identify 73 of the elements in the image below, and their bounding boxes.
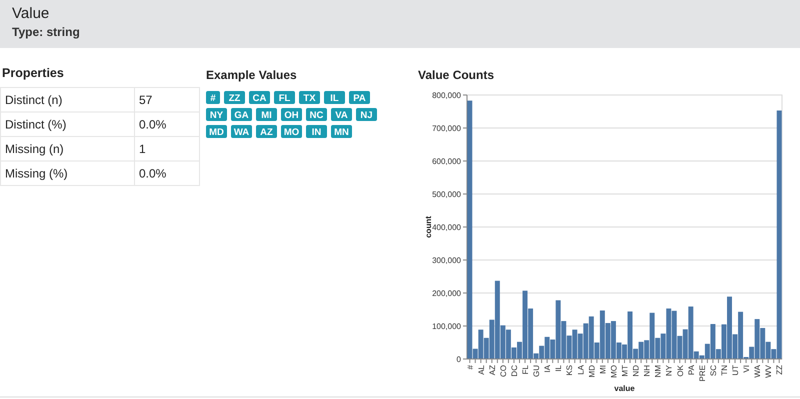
y-tick-label: 800,000 <box>432 91 462 100</box>
text: 0.0% <box>139 166 167 180</box>
example-chip: CA <box>249 91 270 104</box>
x-tick-label: MI <box>598 365 608 374</box>
x-tick-label: MT <box>620 364 630 377</box>
x-tick-label: IL <box>554 364 564 372</box>
example-chip: GA <box>231 108 252 121</box>
text: Value Counts <box>418 68 494 82</box>
example-chip: MO <box>281 125 302 138</box>
example-chip: MN <box>331 125 352 138</box>
x-tick-label: AL <box>476 364 486 375</box>
x-tick-label: # <box>466 364 475 370</box>
example-chip: NY <box>206 108 227 121</box>
y-tick-label: 500,000 <box>432 190 462 199</box>
x-tick-label: MD <box>587 364 596 378</box>
y-axis-title: count <box>424 216 433 238</box>
text: Missing (%) <box>5 166 68 180</box>
example-chip: ZZ <box>224 91 245 104</box>
x-tick-label: IA <box>543 364 552 373</box>
x-tick-label: WA <box>753 364 762 378</box>
example-chip: # <box>206 91 220 104</box>
example-chip: FL <box>274 91 295 104</box>
x-tick-label: LA <box>576 364 586 375</box>
x-axis-title: value <box>614 384 636 393</box>
x-tick-label: AZ <box>488 364 497 376</box>
example-chip: NJ <box>356 108 377 121</box>
text: Value <box>12 5 50 22</box>
example-chip: WA <box>231 125 252 138</box>
x-tick-label: TN <box>720 364 729 376</box>
x-tick-label: VI <box>742 365 752 373</box>
text: Example Values <box>206 68 298 82</box>
x-tick-label: NH <box>642 364 652 377</box>
x-tick-label: KS <box>565 365 574 376</box>
x-tick-label: CO <box>498 365 508 377</box>
example-chip: VA <box>331 108 352 121</box>
x-tick-label: WV <box>764 364 774 378</box>
example-chip: MD <box>206 125 227 138</box>
text: 0.0% <box>139 118 167 132</box>
example-chip: OH <box>281 108 302 121</box>
x-tick-label: UT <box>731 364 740 376</box>
text: 57 <box>139 93 153 107</box>
y-tick-label: 200,000 <box>432 289 462 298</box>
example-chip: NC <box>306 108 327 121</box>
x-tick-label: MO <box>609 365 618 378</box>
text: Type: string <box>12 25 80 39</box>
y-tick-label: 300,000 <box>432 256 462 265</box>
text: Distinct (n) <box>5 93 62 107</box>
y-tick-label: 400,000 <box>432 223 462 232</box>
x-tick-label: PRE <box>698 365 707 382</box>
x-tick-label: GU <box>532 364 542 377</box>
text: Distinct (%) <box>5 118 66 132</box>
example-chip: PA <box>349 91 370 104</box>
x-tick-label: ZZ <box>775 364 784 375</box>
x-tick-label: FL <box>521 364 530 374</box>
x-tick-label: NY <box>664 364 674 376</box>
example-chip: AZ <box>256 125 277 138</box>
text: Properties <box>2 66 64 80</box>
text: 1 <box>139 142 146 156</box>
y-tick-label: 100,000 <box>432 322 462 331</box>
x-tick-label: NM <box>654 364 663 378</box>
x-tick-label: DC <box>510 364 519 377</box>
example-chip: MI <box>256 108 277 121</box>
text: Missing (n) <box>5 142 64 156</box>
y-tick-label: 0 <box>456 355 462 364</box>
example-chip: IN <box>306 125 327 138</box>
x-tick-label: ND <box>632 364 641 377</box>
y-tick-label: 600,000 <box>432 157 462 166</box>
y-tick-label: 700,000 <box>432 124 462 133</box>
example-chip: TX <box>299 91 320 104</box>
x-tick-label: OK <box>676 364 685 377</box>
x-tick-label: PA <box>686 364 696 376</box>
x-tick-label: SC <box>708 364 718 376</box>
example-chip: IL <box>324 91 345 104</box>
